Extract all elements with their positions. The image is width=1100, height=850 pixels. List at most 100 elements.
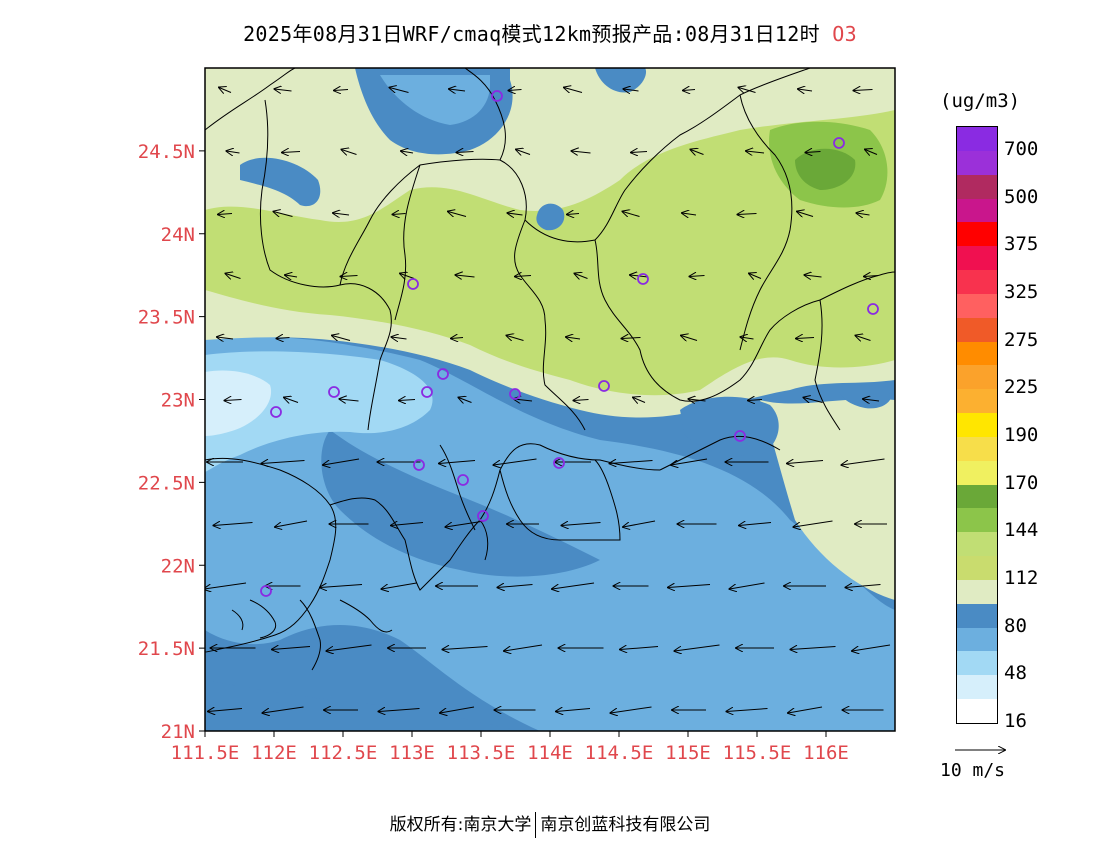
legend-label: 170 [1004,471,1039,494]
wind-arrow [681,336,698,341]
station-marker [637,273,649,285]
wind-arrow [856,336,871,341]
wind-arrow [575,274,588,279]
station-marker [413,459,425,471]
station-marker [509,388,521,400]
wind-arrow [746,151,765,153]
wind-arrow [451,338,464,339]
wind-arrow [457,152,474,153]
wind-arrow [446,520,485,527]
legend-swatch [957,436,997,462]
wind-arrow [631,152,648,153]
legend-swatch [957,222,997,247]
station-marker [867,303,879,315]
lat-label: 22.5N [138,472,195,494]
wind-arrow [749,274,762,279]
lat-label: 23.5N [138,307,195,329]
mid-blue-region [205,336,895,731]
lon-label: 114E [527,742,573,764]
wind-arrow [806,152,821,153]
wind-arrow [730,582,765,589]
wind-arrow [748,400,763,401]
wind-arrow [741,337,754,339]
lat-label: 21.5N [138,638,195,660]
lon-label: 112.5E [309,742,378,764]
wind-arrow [333,213,350,215]
legend-swatch [957,389,997,414]
legend-swatch [957,341,997,366]
legend-label: 325 [1004,280,1039,303]
station-marker [260,585,272,597]
wind-arrow [323,458,360,465]
pale-land-east [760,398,895,600]
station-marker [437,368,449,380]
wind-arrow [739,88,756,93]
wind-arrow [787,461,824,464]
legend-swatch [957,556,997,581]
wind-arrow [623,212,640,217]
wind-arrow [675,644,720,651]
wind-arrow [379,709,420,712]
wind-arrow [668,585,711,588]
lat-label: 21N [161,721,195,743]
wind-arrow [791,647,836,650]
wind-arrow [788,706,823,713]
legend-swatch [957,675,997,700]
legend-swatch [957,484,997,509]
legend-swatch [957,270,997,295]
title-species: O3 [832,22,857,46]
legend-label: 48 [1004,662,1027,685]
lon-label: 113.5E [447,742,516,764]
latitude-axis: 24.5N 24N 23.5N 23N 22.5N 22N 21.5N 21N [138,141,205,743]
wind-reference-label: 10 m/s [940,760,1006,781]
legend-swatch [957,627,997,652]
wind-arrow [624,89,639,91]
station-marker [491,90,503,102]
legend-label: 500 [1004,185,1039,208]
wind-arrow [739,523,772,526]
wind-arrow [572,151,591,153]
lightest-blue-region [205,370,272,436]
station-marker [421,386,433,398]
legend-swatch [957,150,997,176]
wind-arrow [738,214,757,215]
wind-arrow [566,337,581,339]
wind-arrow [556,709,591,712]
wind-arrow [564,88,583,93]
wind-arrow [804,398,823,403]
wind-arrow [797,212,814,217]
station-marker [328,386,340,398]
wind-arrow [275,520,308,527]
legend-unit: (ug/m3) [940,90,1021,112]
north-mid-patch [380,75,490,125]
wind-arrow [277,338,290,339]
wind-arrow [391,523,424,526]
legend-swatch [957,174,997,199]
green-dark-region [795,148,856,190]
wind-arrow [633,398,646,403]
wind-arrow [842,458,885,465]
legend-label: 190 [1004,423,1039,446]
legend-label: 275 [1004,328,1039,351]
legend-label: 112 [1004,566,1039,589]
wind-arrow [794,520,833,527]
wind-arrow [682,213,697,215]
lat-label: 24N [161,224,195,246]
wind-arrow [332,336,351,341]
legend-swatch [957,127,997,152]
wind-arrow [392,337,407,339]
wind-arrow [515,276,532,277]
wind-arrow [340,399,359,401]
wind-arrow [690,276,705,277]
wind-arrow [857,213,870,215]
wind-arrow [226,274,241,279]
footer-left: 版权所有:南京大学 [389,815,532,835]
wind-arrow [727,709,768,712]
wind-arrow [217,337,234,339]
wind-arrow [863,399,880,401]
legend-label: 144 [1004,519,1039,542]
green-band-region [205,110,895,396]
wind-arrow [225,400,242,401]
wind-arrow [382,582,417,589]
